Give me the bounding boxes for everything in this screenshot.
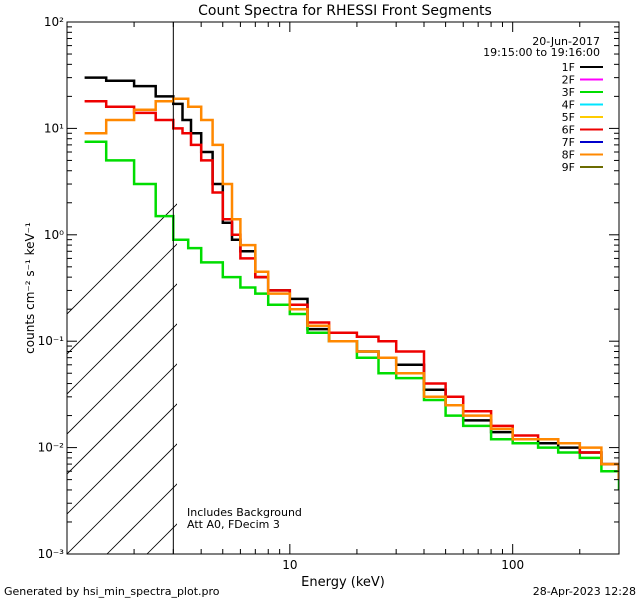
hatched-below-threshold-region (67, 14, 640, 574)
hatch-line (67, 403, 177, 515)
hatch-line (67, 203, 177, 315)
y-tick-label-1e1: 10¹ (44, 121, 64, 135)
series-line-6F (84, 99, 619, 480)
y-tick-label-1e-1: 10⁻¹ (38, 334, 65, 348)
x-tick-labels: 10 100 (282, 558, 524, 572)
legend-label-6F: 6F (562, 124, 575, 137)
x-axis-label: Energy (keV) (301, 575, 385, 590)
legend-label-9F: 9F (562, 161, 575, 174)
legend-label-8F: 8F (562, 149, 575, 162)
hatch-line (67, 443, 177, 554)
series-line-1F (84, 76, 619, 480)
legend-date: 20-Jun-2017 (532, 35, 600, 48)
legend-time-range: 19:15:00 to 19:16:00 (483, 46, 600, 59)
chart-title: Count Spectra for RHESSI Front Segments (198, 3, 492, 19)
footer-timestamp: 28-Apr-2023 12:28 (533, 585, 636, 598)
spectra-series (84, 76, 619, 490)
y-tick-label-1e-3: 10⁻³ (38, 547, 65, 561)
hatch-line (287, 14, 640, 574)
hatch-line (106, 483, 177, 554)
hatch-line (67, 323, 177, 435)
annotation-attenuator: Att A0, FDecim 3 (187, 518, 280, 531)
series-line-8F (84, 97, 619, 480)
hatch-line (327, 14, 640, 574)
legend-label-7F: 7F (562, 136, 575, 149)
annotation-background: Includes Background (187, 506, 302, 519)
y-tick-label-1e-2: 10⁻² (38, 441, 65, 455)
hatch-line (67, 243, 177, 355)
y-tick-label-1e2: 10² (44, 15, 64, 29)
hatch-line (67, 283, 177, 395)
hatch-line (247, 14, 640, 574)
y-axis-label: counts cm⁻² s⁻¹ keV⁻¹ (23, 222, 37, 354)
x-tick-label-100: 100 (501, 558, 524, 572)
legend-label-1F: 1F (562, 61, 575, 74)
legend-label-5F: 5F (562, 111, 575, 124)
footer-generator: Generated by hsi_min_spectra_plot.pro (4, 585, 220, 598)
legend-label-2F: 2F (562, 74, 575, 87)
legend-label-4F: 4F (562, 99, 575, 112)
y-tick-labels: 10⁻³ 10⁻² 10⁻¹ 10⁰ 10¹ 10² (38, 15, 65, 561)
axis-ticks (66, 21, 620, 555)
legend-label-3F: 3F (562, 86, 575, 99)
y-tick-label-1e0: 10⁰ (44, 228, 64, 242)
x-tick-label-10: 10 (282, 558, 297, 572)
plot-frame (66, 21, 620, 555)
